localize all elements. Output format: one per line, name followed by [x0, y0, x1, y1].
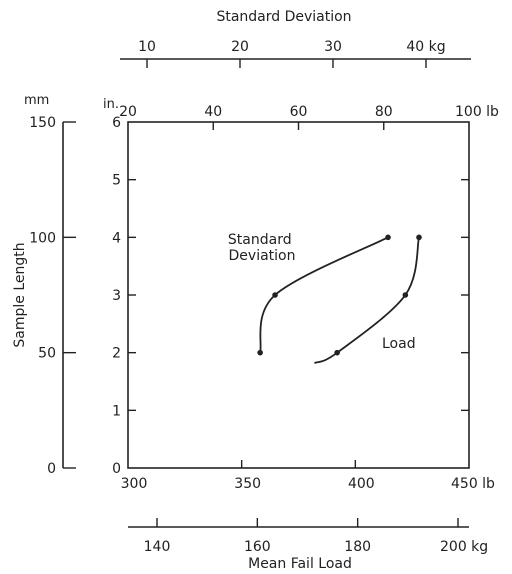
mean-fail-load-title: Mean Fail Load: [248, 556, 352, 572]
inch-tick-label: 0: [112, 461, 121, 477]
kg-ticks: 140 160 180 200 kg: [144, 518, 488, 555]
kg-tick-label: 140: [144, 539, 171, 555]
inch-ticks: 0 1 2 3 4 5 6: [112, 115, 469, 477]
series-line-load: [314, 237, 420, 364]
std-kg-tick-label: 30: [324, 39, 342, 55]
data-point-standard-deviation: [385, 234, 391, 241]
inch-tick-label: 1: [112, 403, 121, 419]
series-label-standard-deviation: Standard Deviation: [228, 232, 296, 264]
mm-ticks: 0 50 100 150: [29, 115, 76, 477]
series-label-line-2: Deviation: [229, 248, 296, 264]
bottom-lb-tick-label: 400: [348, 476, 375, 492]
kg-tick-label: 200 kg: [440, 539, 488, 555]
mm-tick-label: 150: [29, 115, 56, 131]
std-axis-title: Standard Deviation: [216, 9, 351, 25]
plot-frame: [127, 121, 470, 469]
bottom-lb-tick-label: 450 lb: [451, 476, 495, 492]
inch-tick-label: 2: [112, 346, 121, 362]
inch-unit-label: in.: [103, 97, 119, 112]
kg-tick-label: 160: [244, 539, 271, 555]
inch-tick-label: 3: [112, 288, 121, 304]
std-kg-ticks: 10 20 30 40 kg: [138, 39, 446, 68]
mm-tick-label: 50: [38, 346, 56, 362]
data-point-load: [402, 292, 409, 298]
top-lb-tick-label: 80: [375, 104, 393, 120]
std-kg-tick-label: 40 kg: [406, 39, 445, 55]
mm-tick-label: 100: [29, 230, 56, 246]
top-lb-ticks: 20 40 60 80 100 lb: [119, 104, 499, 130]
std-kg-tick-label: 10: [138, 39, 156, 55]
series-line-standard-deviation: [259, 236, 389, 353]
series-layer: [257, 234, 422, 364]
top-lb-tick-label: 20: [119, 104, 137, 120]
bottom-lb-tick-label: 350: [234, 476, 261, 492]
sample-length-title: Sample Length: [12, 242, 28, 347]
mm-tick-label: 0: [47, 461, 56, 477]
inch-tick-label: 5: [112, 173, 121, 189]
series-label-load: Load: [382, 336, 416, 352]
data-point-standard-deviation: [272, 292, 278, 298]
bottom-lb-ticks: 300 350 400 450 lb: [121, 460, 495, 492]
data-point-standard-deviation: [257, 349, 263, 356]
mm-unit-label: mm: [24, 93, 49, 108]
top-lb-tick-label: 100 lb: [455, 104, 499, 120]
kg-tick-label: 180: [344, 539, 371, 555]
top-lb-tick-label: 40: [204, 104, 222, 120]
data-point-load: [334, 349, 340, 356]
data-point-load: [416, 234, 422, 241]
series-label-line-1: Standard: [228, 232, 292, 248]
top-lb-tick-label: 60: [290, 104, 308, 120]
bottom-lb-tick-label: 300: [121, 476, 148, 492]
std-kg-tick-label: 20: [231, 39, 249, 55]
inch-tick-label: 6: [112, 115, 121, 131]
inch-tick-label: 4: [112, 230, 121, 246]
